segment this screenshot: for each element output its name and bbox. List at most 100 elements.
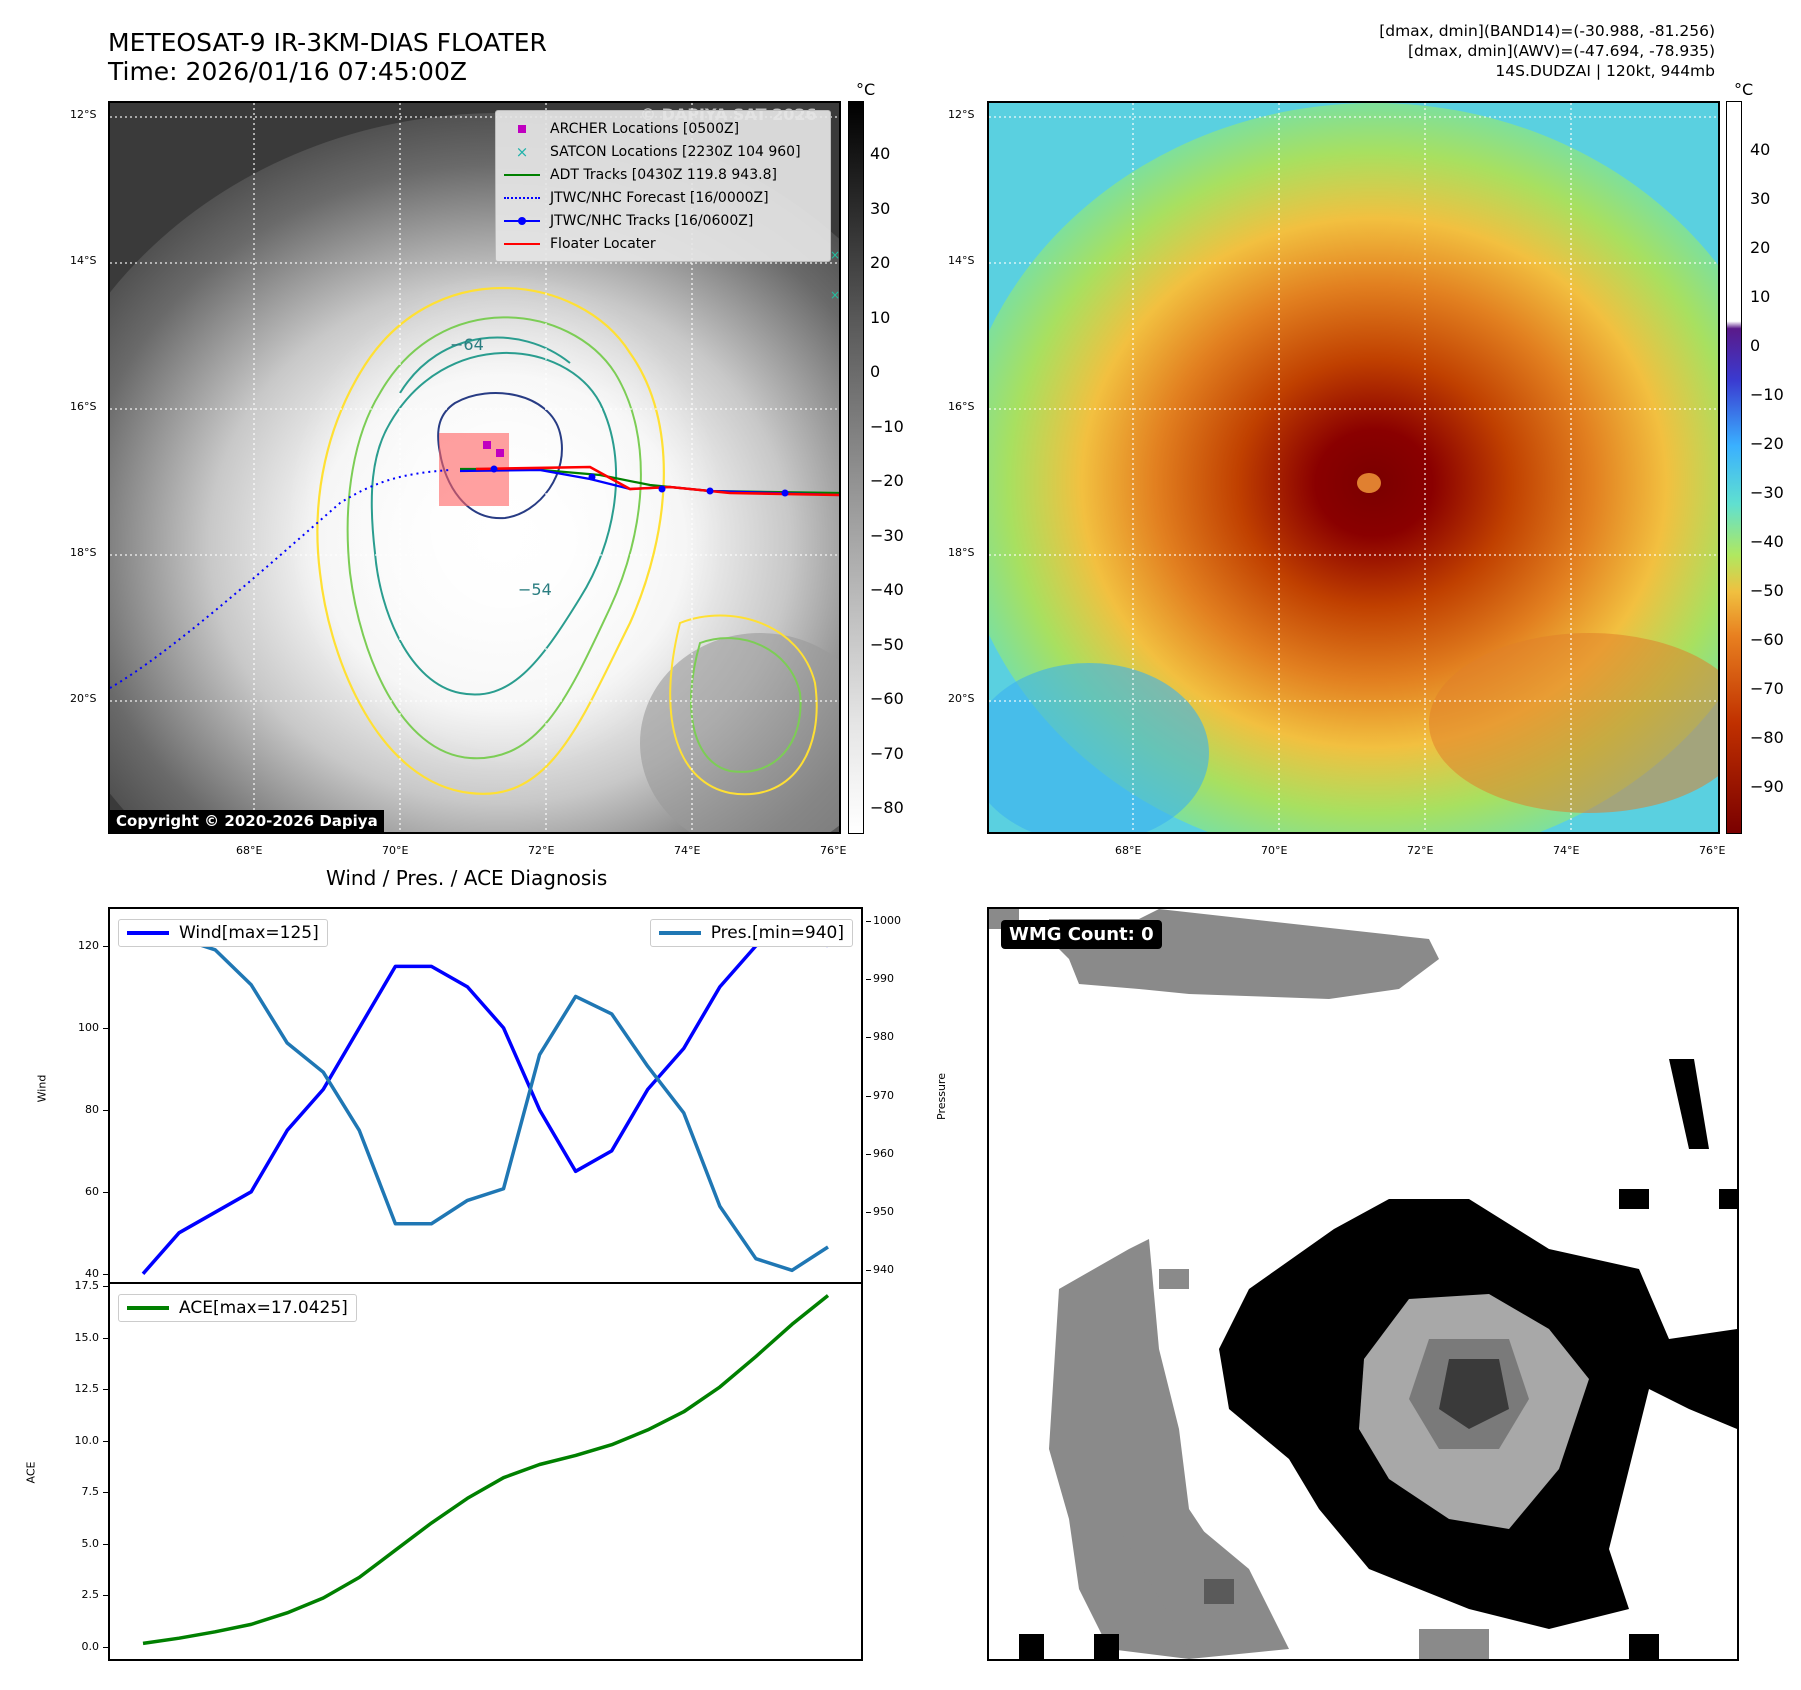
copyright-badge: Copyright © 2020-2026 Dapiya	[110, 810, 384, 832]
awv-colorbar-tick: 20	[1750, 238, 1771, 257]
awv-colorbar-tick: −20	[1750, 434, 1784, 453]
ir-colorbar-tick: 30	[870, 198, 891, 218]
pres-axis-tick-mark	[866, 978, 871, 980]
pres-axis-tick: 970	[873, 1088, 894, 1102]
ace-axis-tick: 15.0	[74, 1330, 100, 1344]
pres-axis-tick: 990	[873, 971, 894, 985]
ace-axis-tick: 2.5	[81, 1588, 100, 1602]
ace-axis-tick: 7.5	[81, 1485, 100, 1499]
ir-legend: ARCHER Locations [0500Z] × SATCON Locatio…	[495, 110, 831, 262]
awv-colorbar-tick: 30	[1750, 189, 1771, 208]
pres-axis-tick: 940	[873, 1263, 894, 1277]
awv-colorbar-tick: −70	[1750, 679, 1784, 698]
wmg-canvas	[989, 909, 1737, 1659]
ir-lat-18: 18°S	[70, 546, 97, 559]
legend-adt: ADT Tracks [0430Z 119.8 943.8]	[550, 166, 777, 183]
ace-axis-tick-mark	[103, 1646, 108, 1648]
wind-axis-tick: 60	[85, 1184, 99, 1198]
ace-axis-tick: 10.0	[74, 1433, 100, 1447]
ace-axis-tick: 0.0	[81, 1639, 100, 1653]
awv-colorbar-tick: −80	[1750, 728, 1784, 747]
awv-lat-16: 16°S	[948, 400, 975, 413]
wind-pres-plot	[141, 919, 829, 1275]
ir-lat-12: 12°S	[70, 108, 97, 121]
ir-lon-68: 68°E	[236, 844, 263, 857]
wind-axis-tick-mark	[103, 1273, 108, 1275]
wind-axis-tick: 120	[78, 938, 99, 952]
ir-colorbar-unit: °C	[856, 80, 876, 99]
pres-legend: Pres.[min=940]	[649, 919, 853, 947]
pres-axis-tick-mark	[866, 1095, 871, 1097]
ace-axis-tick: 12.5	[74, 1382, 100, 1396]
wind-axis-tick: 40	[85, 1266, 99, 1280]
pres-axis-tick-mark	[866, 1212, 871, 1214]
ir-colorbar-tick: −80	[870, 798, 904, 817]
pres-axis-label: Pressure	[934, 1073, 948, 1120]
ir-satellite-map: −64 −54 ×× © DAPIYA SAT 2026 ARCHER Loca…	[108, 101, 841, 834]
ir-colorbar-tick: −50	[870, 634, 904, 654]
legend-jtwc: JTWC/NHC Tracks [16/0600Z]	[550, 212, 754, 229]
ir-lon-70: 70°E	[382, 844, 409, 857]
ace-axis-tick-mark	[103, 1440, 108, 1442]
ir-lon-72: 72°E	[528, 844, 555, 857]
contour-yellow	[316, 286, 665, 795]
ace-axis-label: ACE	[24, 1461, 38, 1484]
awv-colorbar-tick: −50	[1750, 581, 1784, 600]
ace-legend: ACE[max=17.0425]	[118, 1294, 357, 1322]
ir-colorbar-tick: −20	[870, 471, 904, 490]
ace-line	[142, 1294, 830, 1646]
awv-map-canvas	[989, 103, 1718, 832]
ir-colorbar-tick: 40	[870, 144, 891, 163]
contour-label-54: −54	[518, 580, 552, 599]
wind-legend-label: Wind[max=125]	[179, 923, 319, 943]
awv-colorbar-tick: −30	[1750, 483, 1784, 502]
diagnosis-title: Wind / Pres. / ACE Diagnosis	[326, 866, 608, 890]
awv-lat-18: 18°S	[948, 546, 975, 559]
svg-text:×: ×	[830, 288, 839, 302]
wind-axis-tick-mark	[103, 945, 108, 947]
contour-label-64: −64	[450, 335, 484, 354]
ir-colorbar-tick: −10	[870, 416, 904, 436]
legend-floater: Floater Locater	[550, 235, 656, 252]
wind-axis-tick-mark	[103, 1191, 108, 1193]
ir-colorbar-tick: −40	[870, 580, 904, 599]
ir-colorbar-tick: −30	[870, 525, 904, 545]
svg-text:×: ×	[830, 248, 839, 262]
pres-axis-tick-mark	[866, 1037, 871, 1039]
ace-legend-label: ACE[max=17.0425]	[179, 1298, 348, 1318]
ace-axis-tick: 17.5	[74, 1279, 100, 1293]
ace-plot	[142, 1294, 830, 1646]
awv-lon-70: 70°E	[1261, 844, 1288, 857]
pres-axis-tick-mark	[866, 920, 871, 922]
awv-colorbar	[1726, 101, 1742, 834]
wind-axis-label: Wind	[35, 1074, 49, 1103]
ir-lat-16: 16°S	[70, 400, 97, 413]
floater-track	[475, 465, 839, 497]
ir-lat-20: 20°S	[70, 692, 97, 705]
ir-colorbar-tick: 0	[870, 362, 881, 381]
pres-axis-tick-mark	[866, 1270, 871, 1272]
awv-colorbar-tick: −60	[1750, 630, 1784, 649]
awv-colorbar-tick: 10	[1750, 287, 1771, 306]
legend-forecast: JTWC/NHC Forecast [16/0000Z]	[550, 189, 769, 206]
pres-axis-tick: 950	[873, 1205, 894, 1219]
wind-axis-tick-mark	[103, 1027, 108, 1029]
awv-lon-76: 76°E	[1699, 844, 1726, 857]
wind-axis-tick-mark	[103, 1109, 108, 1111]
contour-green	[346, 316, 642, 760]
awv-colorbar-tick: −10	[1750, 385, 1784, 404]
wind-axis-tick: 80	[85, 1102, 99, 1116]
ir-lon-74: 74°E	[674, 844, 701, 857]
ace-axis-tick-mark	[103, 1389, 108, 1391]
ir-colorbar-tick: 10	[870, 307, 891, 327]
awv-eye	[1357, 473, 1381, 493]
awv-colorbar-tick: −90	[1750, 777, 1784, 796]
pressure-line	[142, 919, 829, 1273]
title-line-2: Time: 2026/01/16 07:45:00Z	[108, 57, 467, 86]
pres-axis-tick: 1000	[873, 913, 901, 927]
ir-colorbar-tick: 20	[870, 253, 891, 272]
meta-storm: 14S.DUDZAI | 120kt, 944mb	[1495, 62, 1715, 80]
ir-colorbar-tick: −70	[870, 743, 904, 763]
awv-colorbar-tick: 0	[1750, 336, 1761, 355]
awv-lat-14: 14°S	[948, 254, 975, 267]
